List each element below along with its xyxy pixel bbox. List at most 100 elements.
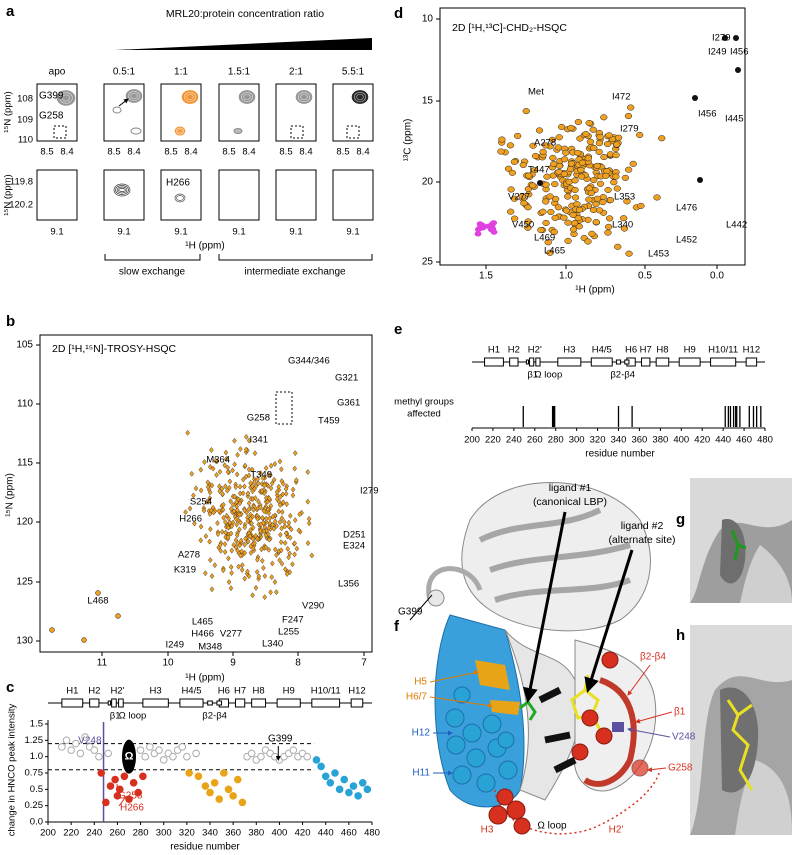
- spectrum-box: [160, 83, 202, 142]
- spectrum-peak: [223, 449, 229, 456]
- x-tick-label: 440: [715, 435, 731, 446]
- spectrum-peak: [241, 476, 246, 483]
- spectrum-peak: [507, 186, 515, 193]
- spectrum-peak: [221, 501, 226, 508]
- spectrum-peak: [262, 594, 267, 601]
- spectrum-peak: [262, 482, 267, 489]
- spectrum-peak: [292, 465, 297, 472]
- spectrum-peak: [507, 208, 515, 215]
- y-tick-label: 0.5: [30, 784, 43, 795]
- spectrum-peak: [506, 142, 515, 149]
- spectrum-peak: [237, 483, 243, 490]
- spectrum-peak: [235, 547, 240, 554]
- spectrum-peak: [222, 541, 228, 548]
- spectrum-peak: [240, 562, 245, 569]
- helix-box: [590, 357, 613, 367]
- spectrum-peak: [276, 508, 281, 515]
- spectrum-peak: [230, 501, 236, 508]
- peak-label: G258: [39, 111, 64, 122]
- spectrum-peak: [226, 579, 232, 585]
- peak-label: L442: [726, 220, 747, 231]
- spectrum-peak: [271, 525, 277, 532]
- spectrum-peak: [290, 492, 296, 499]
- helix-label: H6: [625, 345, 637, 356]
- spectrum-peak: [590, 144, 598, 152]
- spectrum-peak: [225, 469, 231, 475]
- x-axis-label: ¹H (ppm): [575, 285, 614, 296]
- data-point: [178, 743, 187, 751]
- peak-label: L353: [614, 192, 635, 203]
- spectrum-peak: [614, 134, 623, 141]
- spectrum-box: [332, 169, 374, 221]
- spectrum-peak: [508, 169, 517, 176]
- spectrum-peak: [265, 498, 270, 505]
- strand-label: β2-β4: [202, 711, 227, 722]
- x-tick-label: 240: [506, 435, 522, 446]
- spectrum-peak: [233, 484, 239, 490]
- helix-label: H1: [488, 345, 500, 356]
- spectrum-peak: [281, 480, 286, 487]
- spectrum-peak: [574, 149, 582, 156]
- spectrum-peak: [246, 472, 252, 479]
- x-tick-label: 420: [694, 435, 710, 446]
- spectrum-peak: [260, 557, 265, 564]
- peak-contour: [176, 127, 184, 135]
- peak-label: I456: [730, 47, 749, 58]
- peak-label: V450: [512, 220, 534, 231]
- x-tick-label: 1.0: [559, 271, 573, 282]
- peak-contour: [115, 185, 129, 195]
- helix-label: H7: [640, 345, 652, 356]
- spectrum-peak: [228, 585, 234, 592]
- spectrum-peak: [569, 211, 577, 218]
- spectrum-peak: [242, 575, 247, 582]
- spectrum-peak: [560, 156, 569, 163]
- spectrum-peak: [249, 466, 255, 473]
- peak-label: L476: [676, 203, 697, 214]
- spectrum-peak: [227, 478, 233, 485]
- data-point: [220, 769, 228, 777]
- spectrum-peak: [629, 160, 637, 167]
- spectrum-peak: [217, 542, 223, 549]
- spectrum-peak: [525, 172, 533, 179]
- spectrum-peak: [722, 35, 728, 41]
- spectrum-peak: [242, 507, 247, 514]
- peak-contour: [112, 106, 122, 114]
- spectrum-peak: [228, 564, 234, 570]
- spectrum-peak: [570, 220, 579, 227]
- spectrum-peak: [242, 541, 247, 548]
- data-point: [67, 746, 75, 754]
- spectrum-peak: [593, 195, 602, 202]
- spectrum-peak: [564, 237, 572, 244]
- spectrum-peak: [604, 229, 612, 236]
- spectrum-peak: [531, 152, 540, 160]
- helix-label: H9: [684, 345, 696, 356]
- peak-label: L255: [278, 627, 299, 638]
- peak-label: V277: [508, 192, 530, 203]
- spectrum-peak: [202, 459, 207, 465]
- x-tick-label: 380: [248, 828, 264, 839]
- y-axis-label: ¹⁵N (ppm): [3, 174, 14, 215]
- spectrum-peak: [248, 543, 254, 550]
- spectrum-peak: [232, 461, 237, 468]
- helix-label: H2: [88, 686, 100, 697]
- peak-contour: [177, 128, 183, 134]
- spectrum-peak: [248, 549, 254, 556]
- spectrum-peak: [283, 530, 289, 537]
- x-tick-label: 1.5: [479, 271, 493, 282]
- spectrum-peak: [253, 532, 258, 539]
- spectrum-peak: [606, 197, 615, 204]
- spectrum-peak: [244, 434, 249, 440]
- spectrum-peak: [271, 476, 277, 483]
- spectrum-peak: [263, 532, 269, 539]
- data-point: [192, 749, 200, 758]
- helix-label: H10/11: [708, 345, 738, 356]
- x-tick-label: 320: [590, 435, 606, 446]
- spectrum-peak: [283, 566, 288, 573]
- spectrum-peak: [201, 507, 207, 514]
- spectrum-peak: [280, 499, 286, 506]
- helix-label: H3: [563, 345, 575, 356]
- helix-box: [529, 357, 535, 367]
- spectrum-peak: [692, 95, 698, 101]
- data-point: [81, 733, 89, 741]
- peak-label: T349: [250, 470, 272, 481]
